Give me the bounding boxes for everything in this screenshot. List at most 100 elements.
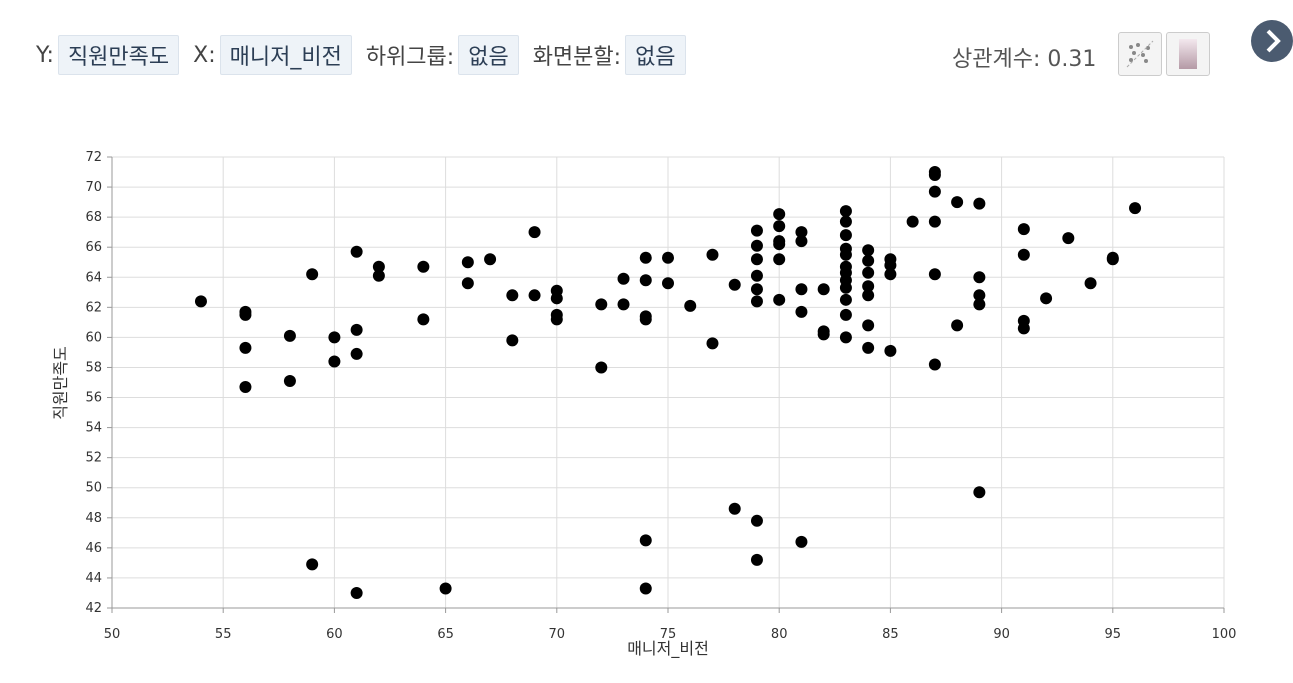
scatter-icon — [1126, 40, 1154, 68]
point — [862, 341, 875, 354]
point — [973, 271, 986, 284]
point — [1106, 253, 1119, 266]
point — [350, 323, 363, 336]
point — [750, 295, 763, 308]
point — [884, 259, 897, 272]
point — [750, 553, 763, 566]
point — [595, 361, 608, 374]
point — [817, 283, 830, 296]
point — [484, 253, 497, 266]
point — [283, 329, 296, 342]
x-axis-title: 매니저_비전 — [627, 639, 709, 659]
color-button[interactable] — [1166, 32, 1210, 76]
point — [728, 502, 741, 515]
point — [884, 268, 897, 281]
y-tick-label: 48 — [85, 511, 102, 526]
point — [928, 169, 941, 182]
y-tick-label: 54 — [85, 421, 102, 436]
x-tick-label: 80 — [771, 627, 788, 642]
point — [350, 245, 363, 258]
next-button[interactable] — [1250, 19, 1293, 63]
point — [862, 289, 875, 302]
point — [951, 319, 964, 332]
y-tick-label: 52 — [85, 451, 102, 466]
x-tick-label: 90 — [993, 627, 1010, 642]
point — [550, 313, 563, 326]
point — [839, 205, 852, 218]
color-icon — [1179, 39, 1197, 69]
point — [417, 313, 430, 326]
point — [928, 358, 941, 371]
point — [906, 215, 919, 228]
y-tick-label: 50 — [85, 481, 102, 496]
point — [928, 185, 941, 198]
point — [750, 514, 763, 527]
point — [239, 341, 252, 354]
point — [617, 272, 630, 285]
point — [1017, 223, 1030, 236]
y-label: Y: — [36, 42, 54, 68]
x-label: X: — [193, 42, 216, 68]
point — [1017, 248, 1030, 261]
point — [194, 295, 207, 308]
point — [639, 274, 652, 287]
point — [439, 582, 452, 595]
point — [639, 313, 652, 326]
split-select[interactable]: 없음 — [625, 35, 686, 75]
point — [595, 298, 608, 311]
point — [528, 289, 541, 302]
x-tick-label: 50 — [104, 627, 121, 642]
point — [928, 215, 941, 228]
y-tick-label: 70 — [85, 180, 102, 195]
point — [1040, 292, 1053, 305]
y-select[interactable]: 직원만족도 — [57, 35, 180, 75]
point — [928, 268, 941, 281]
point — [839, 308, 852, 321]
point — [306, 268, 319, 281]
point — [662, 277, 674, 290]
point — [973, 197, 986, 210]
y-tick-label: 64 — [85, 270, 102, 285]
point — [617, 298, 630, 311]
point — [328, 331, 341, 344]
point — [817, 328, 830, 341]
point — [862, 319, 875, 332]
point — [350, 347, 363, 360]
point — [795, 226, 808, 239]
x-tick-label: 60 — [326, 627, 343, 642]
point — [706, 248, 719, 261]
x-tick-label: 85 — [882, 627, 899, 642]
point — [884, 344, 897, 357]
point — [773, 220, 786, 233]
point — [862, 266, 875, 279]
subgroup-label: 하위그룹: — [365, 45, 455, 70]
point — [773, 253, 786, 266]
point — [839, 331, 852, 344]
y-tick-label: 56 — [85, 391, 102, 406]
point — [662, 251, 674, 264]
point — [239, 308, 252, 321]
point — [839, 248, 852, 261]
toolbar: Y: 직원만족도 X: 매니저_비전 하위그룹: 없음 화면분할: 없음 — [36, 35, 700, 75]
point — [506, 334, 519, 347]
point — [750, 283, 763, 296]
point — [773, 293, 786, 306]
x-select[interactable]: 매니저_비전 — [219, 35, 352, 75]
point — [1017, 322, 1030, 335]
point — [1129, 202, 1142, 215]
point — [839, 293, 852, 306]
point — [795, 235, 808, 248]
point — [506, 289, 519, 302]
point — [550, 292, 563, 305]
point — [862, 244, 875, 257]
point — [795, 305, 808, 318]
scatter-button[interactable] — [1118, 32, 1162, 76]
point — [461, 256, 474, 269]
point — [862, 254, 875, 267]
subgroup-select[interactable]: 없음 — [458, 35, 519, 75]
y-tick-label: 68 — [85, 210, 102, 225]
point — [973, 289, 986, 302]
point — [750, 239, 763, 252]
